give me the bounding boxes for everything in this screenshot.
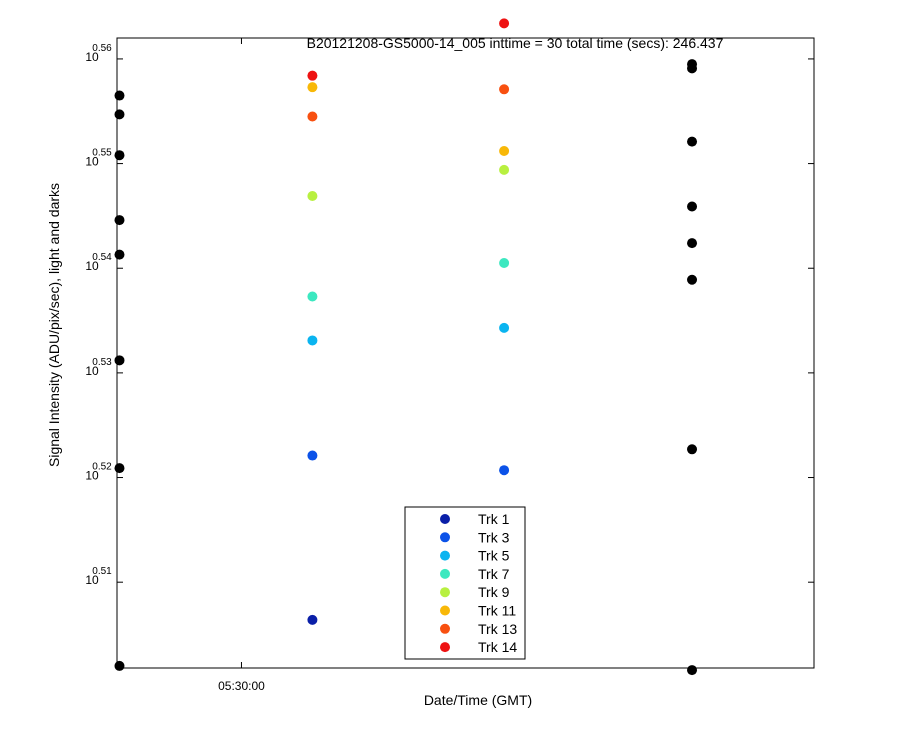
trk-point-trk-14 [499, 18, 510, 29]
trk-point-trk-14 [307, 70, 318, 81]
dark-point [114, 215, 125, 226]
legend-label: Trk 14 [478, 639, 517, 655]
x-tick-label: 05:30:00 [218, 679, 265, 693]
y-tick-label: 10 [85, 155, 99, 169]
dark-point [687, 136, 698, 147]
dark-point [114, 109, 125, 120]
y-tick-label: 10 [85, 50, 99, 64]
legend: Trk 1 Trk 3 Trk 5 Trk 7 Trk 9 Trk 11 Trk 13 Trk… [404, 506, 526, 660]
legend-label: Trk 9 [478, 584, 510, 600]
dark-point [687, 665, 698, 676]
data-points [114, 18, 698, 676]
dark-point [114, 463, 125, 474]
legend-marker [440, 532, 450, 543]
trk-point-trk-3 [499, 465, 510, 476]
y-tick-exponent: 0.51 [92, 566, 112, 577]
legend-label: Trk 11 [478, 603, 516, 619]
dark-point [687, 444, 698, 455]
y-tick-exponent: 0.54 [92, 252, 112, 263]
trk-point-trk-11 [307, 82, 318, 93]
trk-point-trk-9 [307, 191, 318, 202]
legend-marker [440, 550, 450, 561]
axis-ticks: 100.51100.52100.53100.54100.55100.5605:3… [85, 38, 814, 693]
legend-label: Trk 7 [478, 566, 510, 582]
dark-point [114, 355, 125, 366]
y-tick-label: 10 [85, 364, 99, 378]
dark-point [114, 660, 125, 671]
trk-point-trk-13 [307, 111, 318, 122]
dark-point [687, 63, 698, 74]
dark-point [687, 201, 698, 212]
legend-marker [440, 514, 450, 524]
dark-point [687, 238, 698, 249]
y-tick-label: 10 [85, 573, 99, 587]
legend-marker [440, 568, 450, 579]
trk-point-trk-7 [499, 258, 510, 268]
trk-point-trk-11 [499, 146, 510, 157]
legend-label: Trk 1 [478, 511, 510, 527]
legend-label: Trk 13 [478, 621, 517, 637]
y-tick-label: 10 [85, 259, 99, 273]
legend-marker [440, 642, 450, 653]
trk-point-trk-13 [499, 84, 510, 95]
trk-point-trk-1 [307, 614, 318, 625]
legend-label: Trk 3 [478, 529, 510, 545]
trk-point-trk-9 [499, 164, 510, 175]
trk-point-trk-5 [307, 335, 318, 346]
legend-label: Trk 5 [478, 548, 510, 564]
legend-marker [440, 623, 450, 634]
dark-point [114, 150, 125, 161]
trk-point-trk-3 [307, 450, 318, 461]
legend-marker [440, 587, 450, 598]
dark-point [687, 274, 698, 285]
chart-title: B20121208-GS5000-14_005 inttime = 30 tot… [307, 35, 724, 51]
y-tick-exponent: 0.56 [92, 43, 112, 54]
legend-box [404, 506, 526, 660]
y-axis-label: Signal Intensity (ADU/pix/sec), light an… [46, 183, 62, 467]
y-tick-exponent: 0.55 [92, 148, 112, 159]
dark-point [114, 249, 125, 260]
x-axis-label: Date/Time (GMT) [424, 692, 532, 708]
trk-point-trk-5 [499, 322, 510, 333]
legend-marker [440, 605, 450, 616]
y-tick-exponent: 0.52 [92, 462, 112, 473]
dark-point [114, 90, 125, 101]
trk-point-trk-7 [307, 291, 318, 302]
y-tick-exponent: 0.53 [92, 357, 112, 368]
y-tick-label: 10 [85, 469, 99, 483]
